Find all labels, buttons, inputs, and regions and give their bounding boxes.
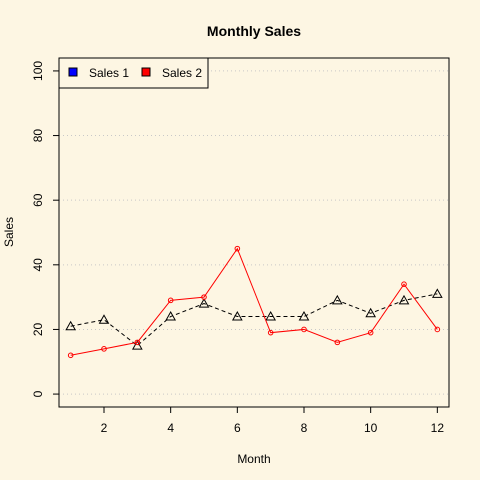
legend-swatch-2 [141, 67, 151, 77]
y-axis-label: Sales [2, 217, 16, 247]
chart-title: Monthly Sales [207, 23, 301, 39]
legend-swatch-1 [68, 67, 78, 77]
x-axis: 2 4 6 8 10 12 [101, 407, 445, 435]
series-1-line [70, 293, 438, 347]
series-1-point [331, 294, 343, 305]
y-tick-label: 20 [31, 322, 45, 336]
x-tick-label: 12 [431, 421, 445, 435]
series-2-point [401, 281, 407, 288]
series-1 [65, 288, 443, 350]
series-2-point [367, 329, 374, 336]
grid [59, 70, 449, 395]
x-axis-label: Month [237, 452, 270, 466]
series-1-point [131, 340, 143, 350]
series-2 [67, 245, 441, 359]
series-1-point [98, 314, 110, 324]
series-2-point [301, 326, 307, 333]
series-1-point [365, 307, 377, 318]
series-2-point [167, 297, 174, 304]
series-2-point [101, 346, 107, 352]
series-2-point [267, 329, 274, 336]
series-1-point [165, 311, 177, 321]
plot-frame [58, 57, 450, 408]
series-1-point [231, 311, 243, 321]
series-1-point [398, 294, 410, 305]
series-2-line [70, 247, 438, 356]
y-tick-label: 80 [31, 129, 45, 143]
x-tick-label: 8 [301, 421, 308, 435]
legend: Sales 1 Sales 2 [58, 57, 209, 89]
series-2-point [434, 326, 441, 333]
y-axis: 0 20 40 60 80 100 [31, 61, 59, 397]
x-tick-label: 2 [101, 421, 108, 435]
series-layer [65, 245, 443, 359]
series-1-point [298, 311, 310, 321]
series-1-point [198, 298, 210, 308]
legend-box [58, 57, 209, 89]
legend-label-2: Sales 2 [162, 66, 202, 80]
series-2-point [334, 339, 341, 346]
legend-label-1: Sales 1 [89, 66, 129, 80]
series-1-point [65, 320, 77, 331]
series-2-point [134, 339, 141, 346]
x-tick-label: 10 [364, 421, 378, 435]
series-2-point [234, 245, 241, 252]
y-tick-label: 60 [31, 193, 45, 207]
series-1-point [265, 311, 277, 321]
y-tick-label: 40 [31, 258, 45, 272]
x-tick-label: 4 [167, 421, 174, 435]
series-2-point [67, 352, 74, 359]
y-tick-label: 100 [31, 61, 45, 81]
y-tick-label: 0 [31, 390, 45, 397]
series-2-point [201, 294, 207, 300]
x-tick-label: 6 [234, 421, 241, 435]
series-1-point [431, 288, 443, 298]
